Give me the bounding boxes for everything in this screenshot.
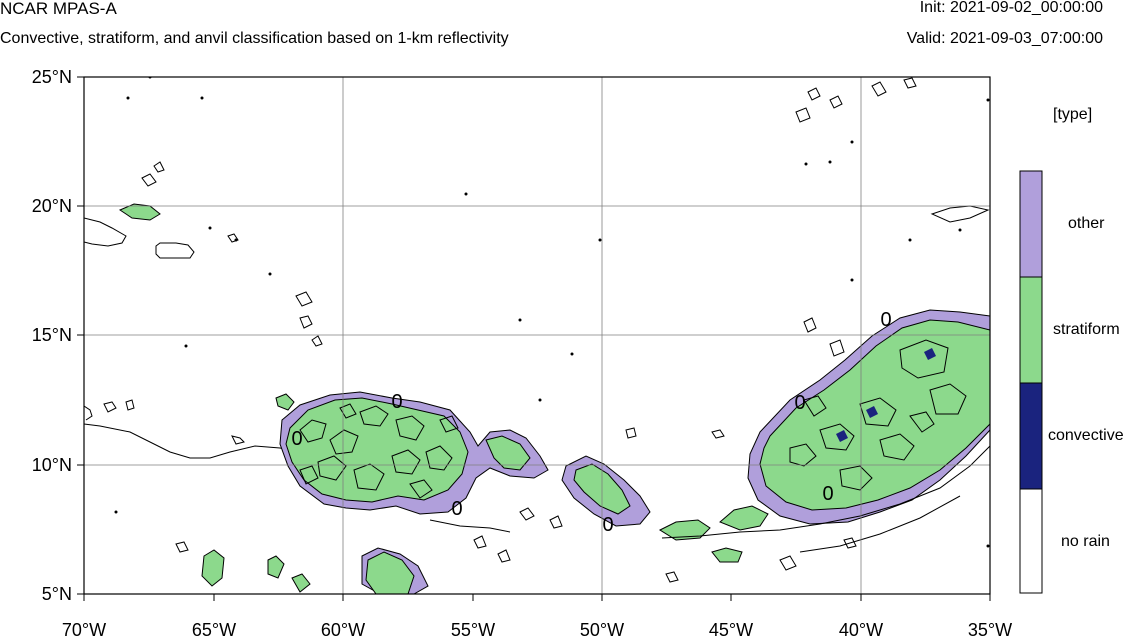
contour-label: 0 — [794, 392, 805, 414]
stratiform-region — [267, 555, 285, 579]
lon-tick-label: 50°W — [580, 620, 624, 640]
contour-label: 0 — [822, 483, 833, 505]
outer-contour — [799, 495, 961, 553]
legend-swatch-no-rain — [1020, 489, 1042, 593]
legend-label-no-rain: no rain — [1061, 533, 1110, 550]
convective-region — [924, 348, 936, 360]
contour-label: 0 — [291, 428, 302, 450]
legend-label-other: other — [1068, 215, 1105, 232]
stratiform-region — [658, 519, 711, 541]
init-time: Init: 2021-09-02_00:00:00 — [919, 0, 1103, 16]
scattered-dots — [114, 77, 990, 548]
stratiform-region — [711, 547, 743, 563]
legend-swatch-stratiform — [1020, 277, 1042, 383]
coastline — [231, 435, 245, 445]
lat-tick-label: 10°N — [32, 455, 72, 475]
stratiform-region — [285, 397, 469, 503]
stratiform-region — [485, 435, 531, 471]
legend-label-stratiform: stratiform — [1053, 321, 1120, 338]
contour-label: 0 — [391, 391, 402, 413]
lon-tick-label: 60°W — [321, 620, 365, 640]
scattered-echoes — [103, 77, 990, 583]
stratiform-region — [365, 551, 415, 594]
contour-label: 0 — [602, 514, 613, 536]
lon-tick-label: 55°W — [451, 620, 495, 640]
legend-title: [type] — [1053, 106, 1093, 123]
contour-label: 0 — [451, 498, 462, 520]
stratiform-region — [275, 393, 295, 411]
lat-tick-label: 5°N — [42, 584, 72, 604]
outer-contour — [429, 519, 511, 533]
convective-region — [836, 430, 848, 442]
lon-tick-label: 40°W — [839, 620, 883, 640]
lat-tick-label: 15°N — [32, 325, 72, 345]
lon-tick-label: 45°W — [709, 620, 753, 640]
lon-tick-label: 35°W — [968, 620, 1012, 640]
stratiform-region — [291, 573, 311, 593]
map-title: NCAR MPAS-A — [0, 0, 117, 18]
valid-time: Valid: 2021-09-03_07:00:00 — [906, 30, 1103, 47]
outer-contour — [661, 445, 990, 539]
coastline — [84, 423, 301, 459]
coastline — [155, 242, 195, 259]
stratiform-region — [719, 505, 769, 531]
lat-tick-label: 20°N — [32, 196, 72, 216]
legend-swatch-other — [1020, 171, 1042, 277]
lat-tick-label: 25°N — [32, 67, 72, 87]
map-subtitle: Convective, stratiform, and anvil classi… — [0, 30, 509, 47]
lon-tick-label: 70°W — [62, 620, 106, 640]
axis-ticks — [77, 76, 991, 601]
convective-cores — [299, 403, 459, 499]
lon-tick-label: 65°W — [192, 620, 236, 640]
convective-region — [866, 406, 878, 418]
graticule — [84, 77, 990, 594]
coastline — [84, 217, 127, 247]
convective-cores — [789, 339, 967, 491]
contour-label: 0 — [880, 309, 891, 331]
legend-colorbar — [1019, 170, 1043, 594]
legend-label-convective: convective — [1048, 427, 1124, 444]
coastline — [84, 405, 93, 421]
stratiform-region — [201, 549, 225, 587]
stratiform-region — [118, 203, 161, 221]
legend-swatch-convective — [1020, 383, 1042, 489]
